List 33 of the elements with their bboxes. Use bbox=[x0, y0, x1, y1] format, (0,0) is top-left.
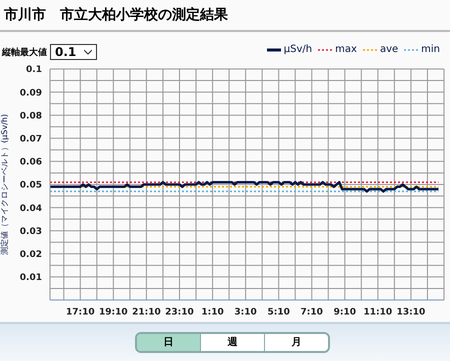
legend-label: min bbox=[421, 44, 440, 55]
y-tick-label: 0.1 bbox=[26, 65, 42, 76]
line-series bbox=[48, 180, 440, 193]
y-tick-label: 0.02 bbox=[20, 250, 42, 260]
y-tick-label: 0.07 bbox=[20, 134, 42, 144]
y-tick-label: 0.08 bbox=[20, 111, 42, 122]
dropdown-field: 0.1 bbox=[50, 44, 98, 60]
x-tick-label: 3:10 bbox=[234, 307, 257, 318]
y-tick-label: 0.04 bbox=[20, 204, 42, 214]
y-tick-label: 0.06 bbox=[20, 158, 42, 168]
y-tick-label: 0.01 bbox=[20, 273, 42, 284]
y-tick-label: 0.09 bbox=[20, 88, 42, 98]
text: 縦軸最大値 bbox=[2, 46, 47, 58]
x-tick-label: 5:10 bbox=[267, 307, 290, 318]
tab-button: 週 bbox=[200, 334, 264, 351]
x-tick-label: 23:10 bbox=[165, 307, 194, 318]
y-tick-label: 0.05 bbox=[20, 180, 42, 191]
y-axis-title: 測定値（マイクロシーベルト）(μSv/h) bbox=[0, 114, 9, 255]
x-tick-label: 19:10 bbox=[99, 307, 128, 318]
x-tick-label: 17:10 bbox=[66, 307, 95, 318]
legend-label: ave bbox=[380, 44, 398, 55]
x-tick-label: 11:10 bbox=[364, 307, 392, 318]
x-tick-label: 9:10 bbox=[334, 307, 356, 318]
legend-label: max bbox=[335, 44, 357, 55]
tab-button: 月 bbox=[264, 334, 328, 351]
chart-title: 市川市 市立大柏小学校の測定結果 bbox=[3, 6, 229, 25]
x-tick-label: 13:10 bbox=[396, 307, 426, 318]
x-tick-label: 7:10 bbox=[300, 307, 323, 318]
x-tick-label: 1:10 bbox=[201, 307, 224, 318]
legend-label: μSv/h bbox=[284, 44, 312, 55]
x-tick-label: 21:10 bbox=[132, 307, 161, 318]
tab-button: 日 bbox=[137, 334, 200, 351]
y-tick-label: 0.03 bbox=[20, 226, 42, 237]
